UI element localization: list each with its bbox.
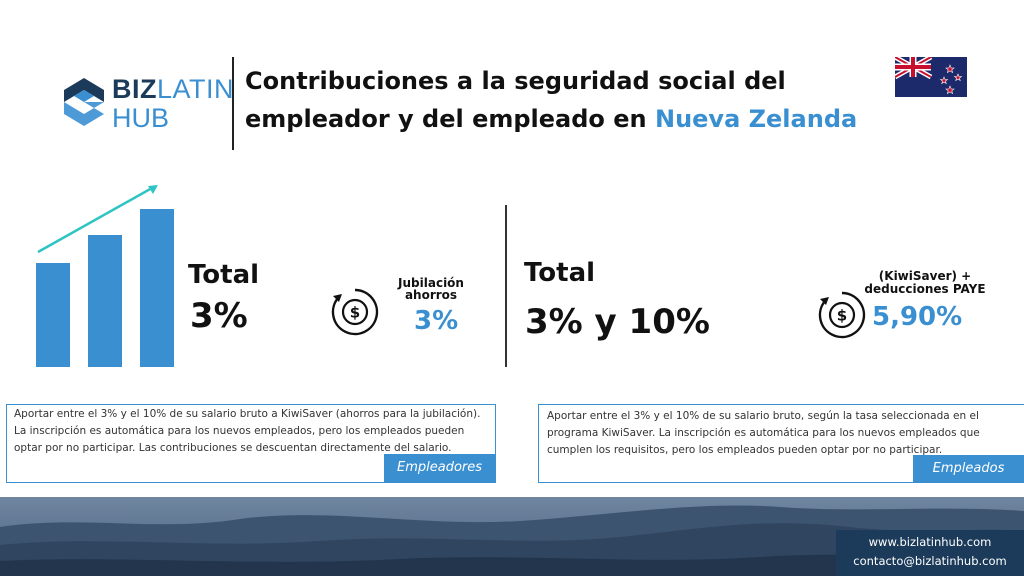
dollar-coin-cycle-icon: $ (818, 291, 866, 339)
logo-word-latin: LATIN (157, 74, 235, 104)
title-text: Contribuciones a la seguridad social del… (245, 67, 786, 133)
svg-text:$: $ (350, 304, 360, 322)
header-divider (232, 57, 234, 150)
website-link[interactable]: www.bizlatinhub.com (868, 535, 992, 549)
email-link[interactable]: contacto@bizlatinhub.com (853, 554, 1007, 568)
logo-word-hub: HUB (112, 103, 170, 133)
bizlatinhub-logo: BIZLATIN HUB (60, 72, 234, 133)
employee-extra-label: (KiwiSaver) + deducciones PAYE (864, 269, 986, 296)
contact-box: www.bizlatinhub.com contacto@bizlatinhub… (836, 530, 1024, 576)
employee-total-label: Total (524, 258, 596, 288)
dollar-coin-cycle-icon: $ (331, 288, 379, 336)
bar-chart-growth-icon (36, 185, 174, 367)
employer-total-value: 3% (190, 296, 248, 336)
employer-description: Aportar entre el 3% y el 10% de su salar… (14, 408, 481, 454)
mountain-landscape-banner (0, 497, 1024, 576)
logo-mark-icon (64, 78, 104, 126)
employer-total-label: Total (188, 260, 260, 290)
employee-description: Aportar entre el 3% y el 10% de su salar… (547, 410, 980, 456)
employer-extra-label: Jubilación ahorros (398, 276, 464, 302)
new-zealand-flag-icon (895, 57, 967, 97)
svg-text:$: $ (837, 307, 847, 325)
employer-tag: Empleadores (384, 454, 495, 482)
section-divider (505, 205, 507, 367)
page-title: Contribuciones a la seguridad social del… (245, 62, 865, 138)
employee-extra-value: 5,90% (872, 302, 963, 332)
title-country: Nueva Zelanda (654, 105, 858, 133)
employee-tag: Empleados (913, 455, 1024, 483)
employee-description-box: Aportar entre el 3% y el 10% de su salar… (538, 404, 1024, 483)
employer-extra-value: 3% (414, 306, 459, 336)
employee-total-value: 3% y 10% (525, 302, 710, 342)
logo-text: BIZLATIN (112, 74, 234, 105)
logo-word-biz: BIZ (112, 74, 157, 104)
